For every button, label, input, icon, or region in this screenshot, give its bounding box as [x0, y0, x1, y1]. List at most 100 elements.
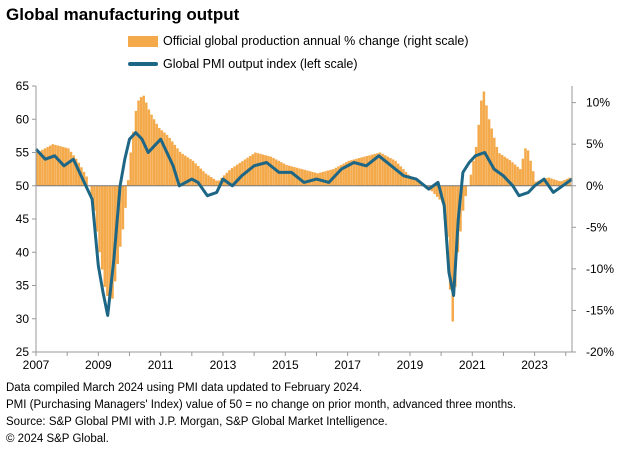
production-bar [207, 175, 210, 186]
footnote-pmi-definition: PMI (Purchasing Managers' Index) value o… [6, 399, 517, 411]
production-bar [178, 151, 182, 186]
production-bar [254, 152, 257, 186]
production-bar [251, 154, 255, 186]
production-bar [259, 153, 262, 186]
production-bar [371, 154, 374, 186]
footnote-source: Source: S&P Global PMI with J.P. Morgan,… [6, 416, 388, 428]
production-bar [368, 155, 371, 186]
production-bar [386, 156, 390, 186]
x-tick-label: 2007 [23, 358, 50, 372]
production-bar [215, 180, 218, 186]
production-bar [454, 185, 457, 287]
production-bar [64, 147, 68, 186]
production-bar [407, 174, 410, 186]
production-bar [93, 185, 96, 211]
production-bar [308, 171, 312, 186]
production-bar [360, 157, 364, 186]
legend-label-pmi: Global PMI output index (left scale) [163, 57, 358, 71]
production-bar [339, 164, 343, 186]
production-bar [56, 145, 60, 186]
production-bar [402, 169, 405, 186]
chart-title: Global manufacturing output [6, 5, 240, 24]
production-bar [119, 185, 122, 247]
production-bar [521, 158, 525, 186]
production-bar [337, 166, 340, 186]
left-tick-label: 30 [16, 312, 30, 326]
right-tick-label: -10% [586, 262, 614, 276]
production-bar [391, 159, 395, 186]
production-bar [321, 171, 325, 186]
x-tick-label: 2011 [148, 358, 174, 372]
production-bar [365, 155, 369, 186]
x-tick-label: 2017 [334, 358, 361, 372]
production-bar [381, 153, 384, 186]
production-bar [511, 162, 514, 186]
production-bar [152, 119, 156, 186]
production-bar [342, 163, 345, 186]
production-bar [235, 164, 239, 186]
production-bar [51, 144, 55, 186]
production-bar [106, 185, 109, 296]
production-bar [513, 164, 517, 186]
production-bar [347, 160, 351, 186]
legend-item-pmi: Global PMI output index (left scale) [128, 57, 358, 71]
production-bar [72, 155, 75, 186]
chart-plot: 25 30 35 40 45 50 55 60 65 -20% -15% -10% -5% 0% 5% 10%… [16, 79, 615, 372]
production-bar [209, 177, 213, 186]
right-tick-label: 10% [586, 96, 610, 110]
production-bar [272, 158, 275, 186]
production-bar [228, 170, 231, 186]
production-bar [204, 173, 208, 186]
production-bar [287, 165, 291, 186]
production-bar [197, 166, 200, 186]
production-bar [448, 185, 452, 290]
production-bar [274, 159, 278, 186]
production-bar [212, 178, 216, 186]
production-bar [160, 130, 164, 186]
production-bar [389, 158, 392, 186]
x-tick-label: 2019 [397, 358, 424, 372]
production-bar [417, 181, 421, 186]
production-bar [173, 144, 177, 186]
production-bar [145, 102, 148, 186]
production-bar [498, 153, 501, 186]
production-bar [256, 153, 260, 186]
production-bar [461, 185, 465, 211]
production-bar [350, 160, 353, 186]
production-bar [529, 160, 532, 186]
production-bar [181, 153, 184, 186]
production-bar [137, 100, 140, 186]
production-bar [464, 185, 467, 197]
production-bar [186, 157, 190, 186]
production-bar [326, 170, 330, 186]
production-bar [155, 123, 158, 186]
production-bar [482, 91, 486, 186]
production-bar [303, 169, 306, 186]
left-tick-label: 65 [16, 79, 30, 93]
production-bar [508, 160, 512, 186]
production-bar [433, 185, 436, 195]
production-bar [435, 185, 439, 197]
production-bar [560, 181, 564, 186]
production-bar [500, 154, 504, 186]
production-bar [129, 152, 132, 186]
production-bar [191, 160, 195, 186]
production-bar [396, 163, 400, 186]
production-bar [495, 146, 499, 186]
production-bar [280, 162, 283, 186]
production-bar [526, 150, 530, 186]
production-bar [189, 159, 192, 186]
production-bar [111, 185, 114, 299]
production-bar [165, 134, 169, 186]
production-bar [98, 185, 101, 253]
production-bar [555, 180, 558, 186]
production-bar [404, 171, 408, 186]
production-bar [225, 172, 229, 186]
production-bar [264, 155, 267, 186]
production-bar [41, 149, 44, 186]
production-bar [163, 132, 166, 186]
production-bar [399, 166, 403, 186]
production-bar [90, 185, 94, 197]
right-tick-label: 5% [586, 137, 604, 151]
production-bar [134, 110, 138, 186]
